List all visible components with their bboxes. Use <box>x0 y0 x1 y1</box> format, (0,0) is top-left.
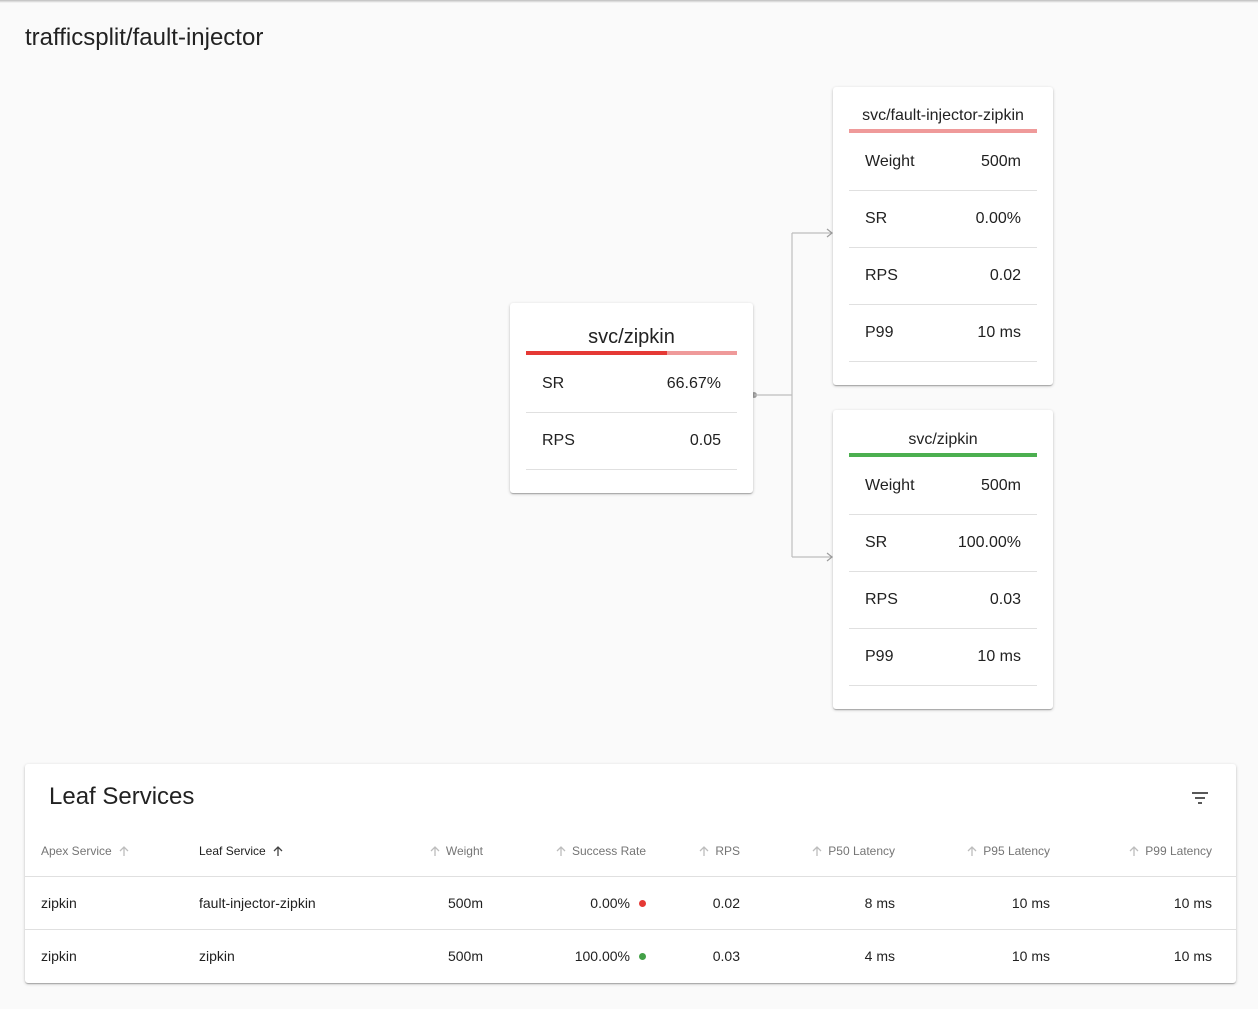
column-header-label: P95 Latency <box>983 844 1050 858</box>
column-header-label: Apex Service <box>41 844 112 858</box>
arrow-up-icon <box>699 846 709 856</box>
leaf-row-sr: SR 0.00% <box>849 190 1037 248</box>
page-title: trafficsplit/fault-injector <box>25 24 264 51</box>
row-value: 66.67% <box>666 375 721 392</box>
apex-bar-remainder-segment <box>666 351 737 355</box>
column-header-rps[interactable]: RPS <box>697 844 740 858</box>
leaf-row-p99: P99 10 ms <box>849 304 1037 362</box>
success-rate-value: 0.00% <box>590 895 630 911</box>
row-value: 0.02 <box>989 267 1021 284</box>
apex-bar-error-segment <box>526 351 667 355</box>
leaf-row-weight: Weight 500m <box>849 457 1037 515</box>
leaf-node-title: svc/zipkin <box>908 431 978 448</box>
apex-success-bar <box>526 351 737 355</box>
column-header-label: RPS <box>715 844 740 858</box>
column-header-label: P50 Latency <box>828 844 895 858</box>
cell-p99: 10 ms <box>1173 948 1212 964</box>
column-header-p99-latency[interactable]: P99 Latency <box>1127 844 1212 858</box>
status-dot-icon <box>639 953 646 960</box>
cell-apex: zipkin <box>41 948 77 964</box>
row-value: 0.03 <box>989 591 1021 608</box>
arrow-up-icon <box>273 846 283 856</box>
cell-success-rate: 0.00% <box>590 895 646 911</box>
row-value: 0.05 <box>689 432 721 449</box>
row-label: P99 <box>865 648 894 665</box>
cell-weight: 500m <box>447 895 483 911</box>
column-header-label: P99 Latency <box>1145 844 1212 858</box>
leaf-node-title: svc/fault-injector-zipkin <box>862 107 1024 124</box>
cell-p99: 10 ms <box>1173 895 1212 911</box>
apex-node[interactable]: svc/zipkin SR 66.67% RPS 0.05 <box>510 303 753 493</box>
cell-rps: 0.02 <box>712 895 740 911</box>
cell-weight: 500m <box>447 948 483 964</box>
leaf-node-fault-injector[interactable]: svc/fault-injector-zipkin Weight 500m SR… <box>833 87 1053 385</box>
leaf-status-bar <box>849 453 1037 457</box>
success-rate-value: 100.00% <box>574 948 630 964</box>
row-label: RPS <box>865 591 898 608</box>
row-value: 100.00% <box>957 534 1021 551</box>
filter-list-icon[interactable] <box>1188 786 1212 810</box>
leaf-row-p99: P99 10 ms <box>849 628 1037 686</box>
column-header-p50-latency[interactable]: P50 Latency <box>810 844 895 858</box>
column-header-label: Leaf Service <box>199 844 266 858</box>
leaf-row-weight: Weight 500m <box>849 133 1037 191</box>
column-header-label: Weight <box>445 844 483 858</box>
leaf-row-rps: RPS 0.02 <box>849 247 1037 305</box>
divider <box>25 876 1236 877</box>
row-label: RPS <box>865 267 898 284</box>
divider <box>25 929 1236 930</box>
cell-p95: 10 ms <box>1011 895 1050 911</box>
arrow-up-icon <box>430 846 440 856</box>
cell-p50: 8 ms <box>864 895 895 911</box>
leaf-row-sr: SR 100.00% <box>849 514 1037 572</box>
row-value: 500m <box>980 477 1021 494</box>
row-value: 0.00% <box>975 210 1021 227</box>
cell-success-rate: 100.00% <box>575 948 646 964</box>
apex-row-sr: SR 66.67% <box>526 355 737 413</box>
leaf-status-bar <box>849 129 1037 133</box>
cell-p50: 4 ms <box>864 948 895 964</box>
row-label: P99 <box>865 324 894 341</box>
cell-rps: 0.03 <box>712 948 740 964</box>
apex-row-rps: RPS 0.05 <box>526 412 737 470</box>
row-label: SR <box>542 375 565 392</box>
leaf-node-zipkin[interactable]: svc/zipkin Weight 500m SR 100.00% RPS 0.… <box>833 410 1053 709</box>
column-header-label: Success Rate <box>571 844 646 858</box>
row-value: 10 ms <box>977 324 1021 341</box>
row-value: 500m <box>980 153 1021 170</box>
table-title: Leaf Services <box>49 783 195 810</box>
top-shadow <box>0 0 1258 3</box>
leaf-row-rps: RPS 0.03 <box>849 571 1037 629</box>
arrow-up-icon <box>967 846 977 856</box>
row-value: 10 ms <box>977 648 1021 665</box>
column-header-p95-latency[interactable]: P95 Latency <box>965 844 1050 858</box>
column-header-success-rate[interactable]: Success Rate <box>554 844 646 858</box>
arrow-up-icon <box>556 846 566 856</box>
leaf-services-table: Leaf Services Apex Service Leaf Service … <box>25 764 1236 983</box>
arrow-up-icon <box>812 846 822 856</box>
row-label: SR <box>865 210 888 227</box>
row-label: Weight <box>865 153 915 170</box>
status-dot-icon <box>639 900 646 907</box>
row-label: Weight <box>865 477 915 494</box>
cell-leaf: fault-injector-zipkin <box>199 895 316 911</box>
column-header-weight[interactable]: Weight <box>428 844 483 858</box>
cell-apex: zipkin <box>41 895 77 911</box>
column-header-apex-service[interactable]: Apex Service <box>41 844 131 858</box>
cell-p95: 10 ms <box>1011 948 1050 964</box>
cell-leaf: zipkin <box>199 948 235 964</box>
arrow-up-icon <box>1129 846 1139 856</box>
column-header-leaf-service[interactable]: Leaf Service <box>199 844 285 858</box>
apex-node-title: svc/zipkin <box>588 326 675 348</box>
arrow-up-icon <box>119 846 129 856</box>
row-label: SR <box>865 534 888 551</box>
row-label: RPS <box>542 432 575 449</box>
